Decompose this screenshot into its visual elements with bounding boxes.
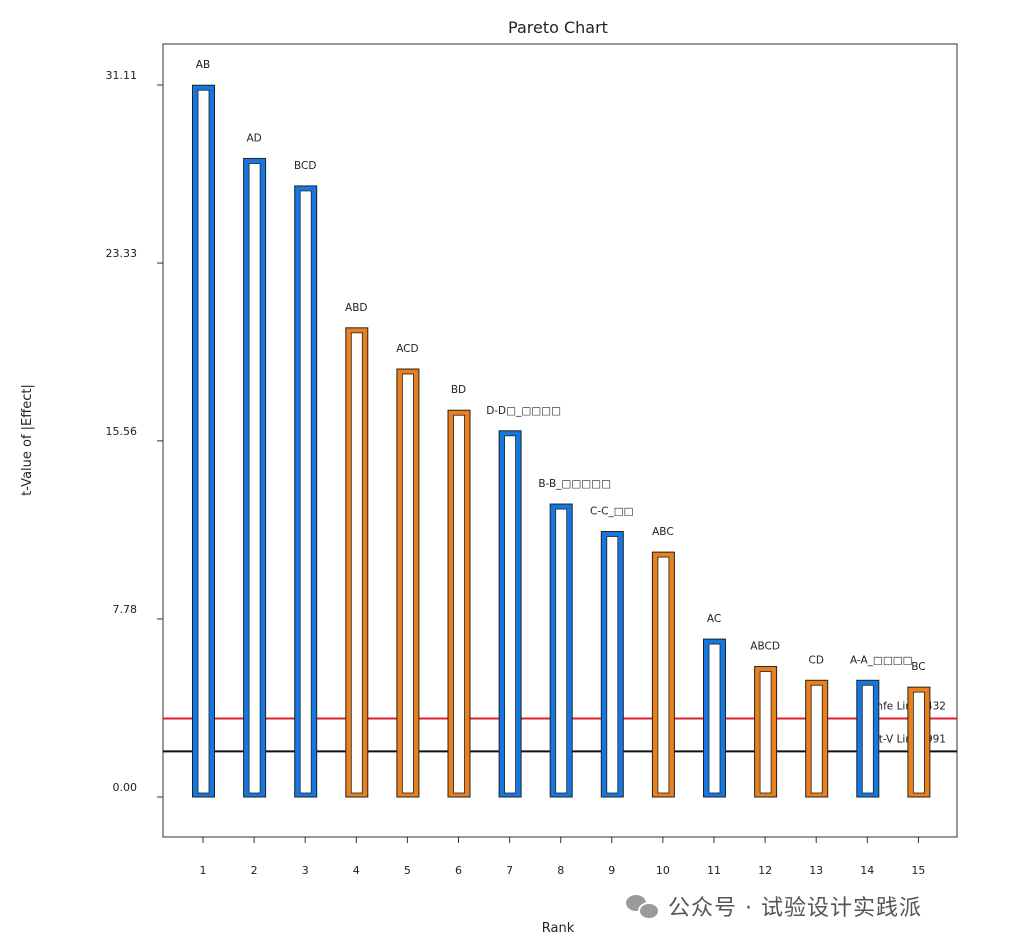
x-tick-label: 1 <box>200 864 207 877</box>
bar-label: BC <box>911 661 925 673</box>
x-tick-label: 12 <box>758 864 772 877</box>
x-tick-label: 8 <box>557 864 564 877</box>
x-axis-label: Rank <box>542 921 575 936</box>
watermark: 公众号 · 试验设计实践派 <box>626 890 922 922</box>
chart-title: Pareto Chart <box>508 18 608 37</box>
bar-inner <box>504 435 517 794</box>
bar-inner <box>810 684 823 794</box>
x-tick-label: 7 <box>506 864 513 877</box>
y-tick-label: 0.00 <box>113 781 138 794</box>
x-tick-label: 15 <box>911 864 925 877</box>
bar-inner <box>606 536 619 794</box>
bars: AB AD BCD ABD ACD BD D-D□_□□□□ B-B_□□□□□ C-C_□□ A… <box>192 59 931 798</box>
y-tick-label: 31.11 <box>106 69 138 82</box>
bar-label: A-A_□□□□ <box>850 654 913 666</box>
bar-inner <box>248 163 261 794</box>
x-tick-label: 5 <box>404 864 411 877</box>
x-tick-label: 4 <box>353 864 360 877</box>
y-tick-label: 7.78 <box>113 603 138 616</box>
x-tick-label: 11 <box>707 864 721 877</box>
x-tick-label: 3 <box>302 864 309 877</box>
bar-label: D-D□_□□□□ <box>486 405 561 417</box>
bar-inner <box>299 190 312 794</box>
bar-label: CD <box>808 654 823 666</box>
x-tick-label: 10 <box>656 864 670 877</box>
x-tick-label: 6 <box>455 864 462 877</box>
bar-inner <box>708 643 721 794</box>
bar-label: AB <box>196 59 210 71</box>
y-axis-label: t-Value of |Effect| <box>20 384 35 496</box>
bar-inner <box>453 414 465 794</box>
bar-label: BCD <box>294 160 316 172</box>
bar-label: ABD <box>345 302 367 314</box>
bar-inner <box>657 556 670 794</box>
x-tick-label: 13 <box>809 864 823 877</box>
x-tick-label: 2 <box>251 864 258 877</box>
bar-inner <box>759 671 772 794</box>
x-axis: 1 2 3 4 5 6 7 8 9 10 11 12 13 14 15 <box>200 837 925 877</box>
bar-label: B-B_□□□□□ <box>538 478 611 490</box>
y-tick-label: 23.33 <box>106 247 138 260</box>
bar-label: ACD <box>396 343 418 355</box>
y-axis: 0.00 7.78 15.56 23.33 31.11 <box>106 69 163 798</box>
bar-label: ABC <box>652 526 674 538</box>
x-tick-label: 9 <box>608 864 615 877</box>
x-tick-label: 14 <box>860 864 874 877</box>
watermark-text: 公众号 · 试验设计实践派 <box>668 896 922 921</box>
bar-label: C-C_□□ <box>590 506 634 518</box>
bar-label: BD <box>451 384 466 396</box>
bar-inner <box>861 684 874 794</box>
bar-inner <box>350 332 363 794</box>
bar-label: AC <box>707 613 721 625</box>
bar-inner <box>401 373 414 794</box>
bar-inner <box>197 89 210 794</box>
bar-label: AD <box>246 132 261 144</box>
bar-inner <box>913 691 925 794</box>
wechat-icon <box>626 893 660 920</box>
bar-label: ABCD <box>750 641 780 653</box>
y-tick-label: 15.56 <box>106 425 138 438</box>
bar-inner <box>555 508 568 794</box>
